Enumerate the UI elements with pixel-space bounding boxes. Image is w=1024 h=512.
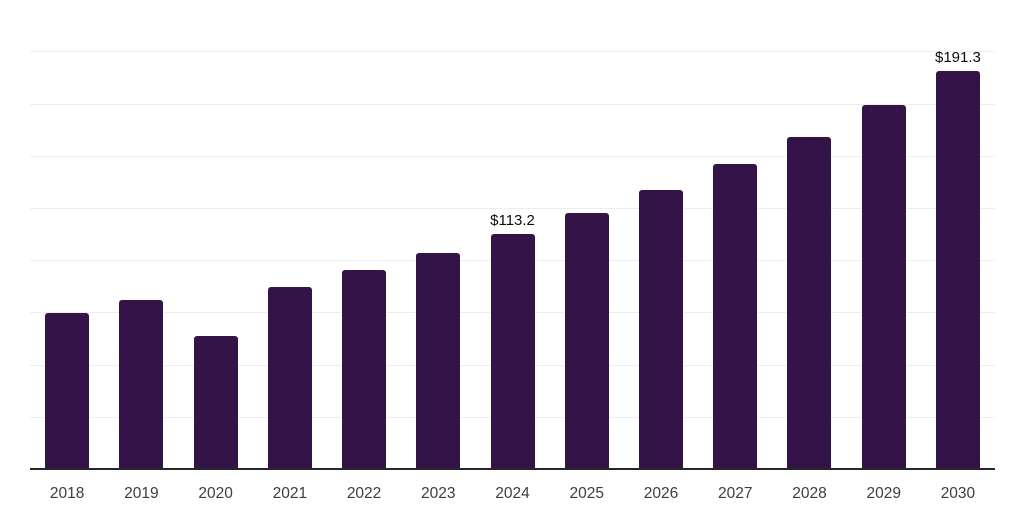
bar-2030: $191.3 <box>935 50 981 470</box>
bar-column-2020 <box>178 0 252 470</box>
bar-2024: $113.2 <box>490 213 535 470</box>
x-tick-2020: 2020 <box>198 485 233 502</box>
bar-column-2026 <box>624 0 698 470</box>
x-tick-2029: 2029 <box>866 485 901 502</box>
bar-2021 <box>267 286 312 470</box>
bar-column-2025 <box>550 0 624 470</box>
x-tick-2018: 2018 <box>49 485 85 502</box>
bar-column-2030: $191.3 <box>921 0 995 470</box>
x-tick-2027: 2027 <box>717 485 753 502</box>
bar-2029 <box>861 104 906 470</box>
bar-2027 <box>713 164 758 470</box>
bar-column-2018 <box>30 0 104 470</box>
x-tick-2022: 2022 <box>346 485 382 502</box>
x-tick-2023: 2023 <box>421 485 456 502</box>
bar-column-2028 <box>772 0 846 470</box>
x-tick-2024: 2024 <box>495 485 530 502</box>
bar-column-2027 <box>698 0 772 470</box>
bar-column-2023 <box>401 0 475 470</box>
plot-area: $113.2 $191.3 <box>30 0 995 470</box>
bar-column-2021 <box>253 0 327 470</box>
bar-column-2029 <box>847 0 921 470</box>
x-tick-2021: 2021 <box>272 485 308 502</box>
bar-column-2024: $113.2 <box>475 0 549 470</box>
bar-2022 <box>342 270 387 470</box>
bar-2023 <box>416 252 461 470</box>
x-axis-line <box>30 468 995 470</box>
bars-container: $113.2 $191.3 <box>30 0 995 470</box>
bar-2020 <box>193 336 238 470</box>
bar-value-label-2024: $113.2 <box>490 211 535 229</box>
bar-2018 <box>45 312 90 470</box>
bar-column-2019 <box>104 0 178 470</box>
x-axis-labels: 2018 2019 2020 2021 2022 2023 2024 2025 2026 2027… <box>30 472 995 502</box>
gridline-175 <box>30 103 995 105</box>
gridline-150 <box>30 155 995 157</box>
x-tick-2026: 2026 <box>643 485 679 502</box>
bar-2028 <box>787 136 832 470</box>
bar-2019 <box>119 300 164 470</box>
gridline-125 <box>30 208 995 209</box>
bar-value-label-2030: $191.3 <box>934 48 981 66</box>
gridline-200 <box>30 51 995 53</box>
x-tick-2019: 2019 <box>124 485 159 502</box>
bar-column-2022 <box>327 0 401 470</box>
bar-2026 <box>638 189 683 470</box>
x-tick-2030: 2030 <box>940 485 976 502</box>
x-tick-2028: 2028 <box>792 485 827 502</box>
bar-2025 <box>564 212 609 470</box>
x-tick-2025: 2025 <box>569 485 604 502</box>
